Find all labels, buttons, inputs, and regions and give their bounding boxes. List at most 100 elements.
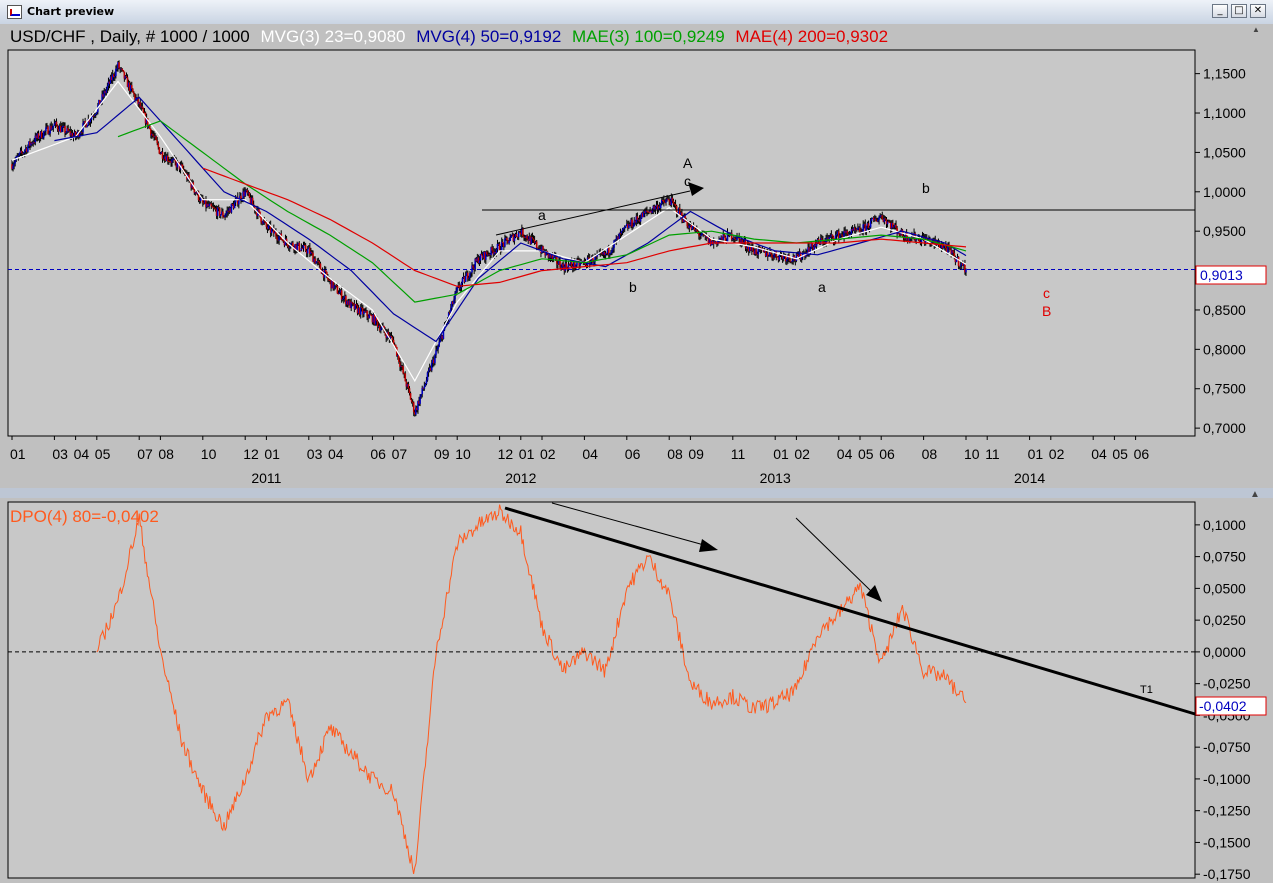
candle-body [49,125,51,134]
x-month-tick-label: 01 [10,446,26,462]
candle-body [691,226,694,230]
candle-body [314,258,316,264]
candle-body [751,246,753,251]
candle-body [441,335,444,339]
candle-body [652,206,655,211]
candle-body [527,238,530,241]
candle-body [808,247,810,254]
candle-body [107,81,110,86]
maximize-button[interactable]: □ [1231,4,1247,18]
candle-body [892,222,894,228]
candle-body [288,246,291,248]
candle-body [141,106,144,109]
candle-body [649,210,651,212]
candle-body [851,229,854,231]
candle-body [410,399,413,402]
candle-body [630,219,632,226]
candle-body [172,158,174,160]
candle-body [169,161,171,163]
indicator-line-2 [54,96,967,343]
candle-body [896,227,898,234]
candle-body [672,200,675,204]
candle-body [718,240,720,242]
candle-body [121,68,124,71]
candle-body [68,130,71,132]
candle-body [693,225,696,231]
last-dpo-tag [1195,696,1267,716]
candle-body [624,225,627,228]
candle-body [615,238,617,241]
candle-body [354,304,357,310]
candle-body [381,326,383,329]
candle-body [414,412,416,415]
candle-body [865,225,868,232]
legend-mae3: MAE(3) 100=0,9249 [572,27,725,46]
candle-body [573,260,575,268]
candle-body [894,224,896,227]
panel-splitter[interactable] [0,488,1273,498]
candle-body [654,206,657,211]
candle-body [114,75,116,78]
price-y-tick-label: 0,8000 [1203,341,1246,357]
candle-body [357,307,360,314]
candle-body [629,224,631,226]
candle-body [227,210,230,212]
candle-body [45,127,47,132]
candle-body [594,255,596,262]
candle-body [687,226,690,228]
candle-body [518,231,521,233]
candle-body [302,244,305,249]
candle-body [156,140,159,144]
candle-body [623,227,626,229]
candle-body [190,181,192,188]
candle-body [373,314,376,325]
price-panel-maximize-icon[interactable]: ▲ [1252,25,1260,34]
candle-body [247,192,250,194]
candle-body [168,161,170,163]
candle-body [268,225,271,227]
candle-body [329,279,331,281]
candle-body [181,164,184,170]
candle-body [860,231,862,233]
minimize-button[interactable]: _ [1212,4,1228,18]
candle-body [769,251,771,256]
candle-body [949,247,951,250]
candle-body [442,330,445,339]
price-y-tick-label: 1,1000 [1203,105,1246,121]
candle-body [494,252,497,254]
candle-body [223,216,225,218]
candle-body [281,239,284,241]
dpo-panel-maximize-icon[interactable]: ▲ [1250,489,1260,500]
candle-body [300,248,303,251]
x-year-tick-label: 2014 [1014,470,1045,486]
candle-body [838,231,840,240]
candle-body [489,254,491,256]
candle-body [232,204,235,209]
candle-body [531,237,534,239]
dpo-y-tick-label: -0,1750 [1203,866,1251,882]
x-month-tick-label: 06 [879,446,895,462]
candle-body [617,236,620,240]
dpo-y-tick-label: -0,0750 [1203,739,1251,755]
candle-body [870,218,873,221]
candle-body [138,102,140,105]
candle-body [217,207,220,209]
candle-body [493,252,496,255]
candle-body [631,219,633,228]
candle-body [12,165,14,169]
candle-body [650,210,652,213]
candle-body [198,200,201,202]
candle-body [507,240,509,244]
candle-body [960,263,963,266]
candle-body [796,254,799,256]
candle-body [38,137,41,140]
candle-body [915,239,917,241]
candle-body [528,236,531,241]
close-button[interactable]: ✕ [1250,4,1266,18]
candle-body [212,207,215,209]
candle-body [903,237,906,240]
candle-body [666,198,668,201]
candle-body [337,293,340,295]
candle-body [659,204,662,209]
candle-body [56,125,59,130]
